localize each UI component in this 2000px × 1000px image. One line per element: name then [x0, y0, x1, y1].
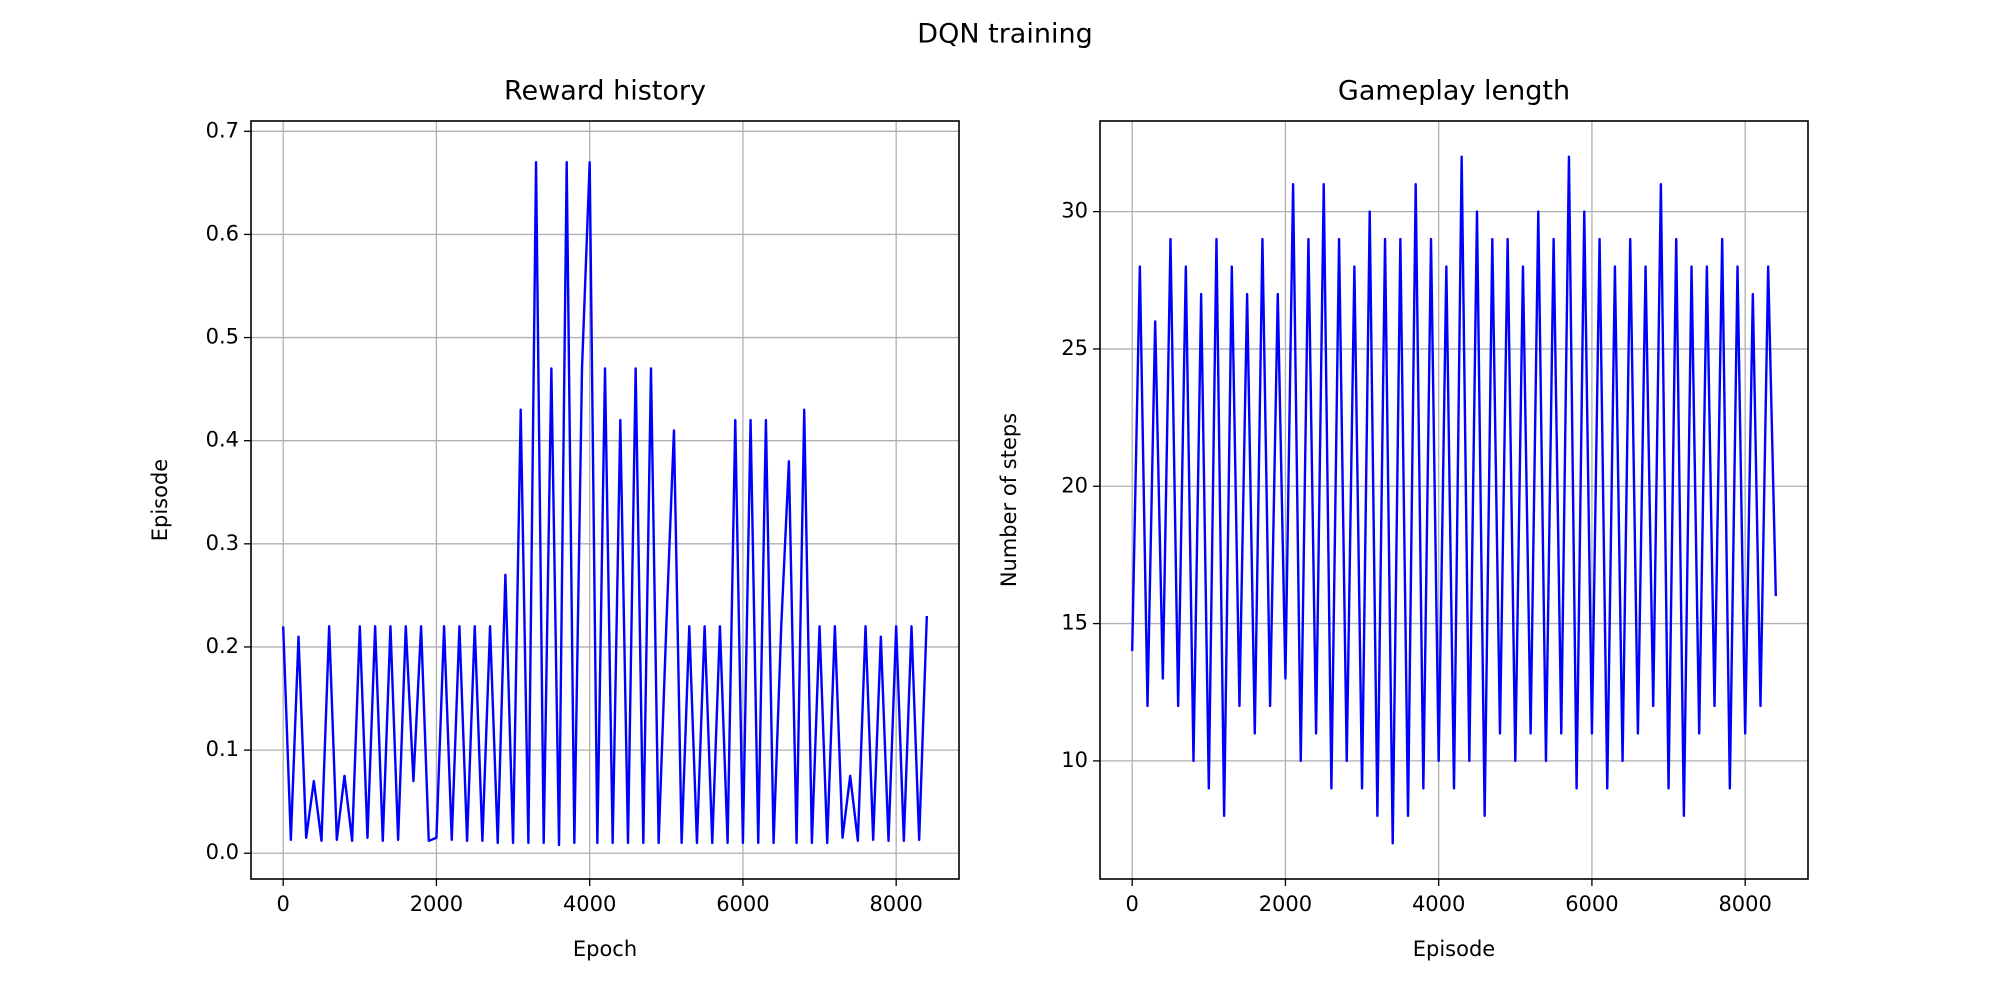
y-tick-label: 25 — [1061, 336, 1088, 360]
x-axis-label: Epoch — [573, 937, 637, 961]
x-tick-label: 4000 — [563, 892, 616, 916]
y-tick-label: 0.5 — [206, 325, 239, 349]
axes-title: Gameplay length — [1338, 76, 1570, 107]
y-axis-label: Episode — [148, 459, 172, 541]
axes-frame — [250, 120, 960, 880]
axes: 0 2000 4000 6000 8000 0.0 0.1 0.2 0.3 0.4 0.5 0.6 0.… — [148, 76, 960, 961]
x-tick-label: 6000 — [1565, 892, 1618, 916]
y-tick-label: 10 — [1061, 748, 1088, 772]
data-line — [1130, 155, 1778, 845]
x-axis-label: Episode — [1413, 937, 1495, 961]
y-tick-label: 15 — [1061, 611, 1088, 635]
y-axis-label: Number of steps — [997, 413, 1021, 587]
x-tick-label: 2000 — [1259, 892, 1312, 916]
x-tick-label: 8000 — [869, 892, 922, 916]
x-tick-label: 8000 — [1718, 892, 1771, 916]
axes-frame — [1099, 120, 1809, 880]
y-tick-label: 0.4 — [206, 428, 239, 452]
y-tick-label: 0.7 — [206, 118, 239, 142]
y-tick-label: 30 — [1061, 199, 1088, 223]
axes: 0 2000 4000 6000 8000 10 15 20 25 30 Gameplay leng… — [997, 76, 1809, 961]
y-tick-label: 0.1 — [206, 737, 239, 761]
y-tick-label: 20 — [1061, 473, 1088, 497]
axes-title: Reward history — [504, 76, 706, 107]
x-tick-label: 4000 — [1412, 892, 1465, 916]
x-tick-label: 0 — [276, 892, 289, 916]
x-tick-label: 0 — [1125, 892, 1138, 916]
y-tick-label: 0.0 — [206, 840, 239, 864]
y-tick-label: 0.6 — [206, 221, 239, 245]
x-tick-label: 6000 — [716, 892, 769, 916]
figure-title: DQN training — [917, 19, 1092, 50]
y-tick-label: 0.3 — [206, 531, 239, 555]
x-tick-label: 2000 — [410, 892, 463, 916]
y-tick-label: 0.2 — [206, 634, 239, 658]
data-line — [281, 161, 929, 847]
